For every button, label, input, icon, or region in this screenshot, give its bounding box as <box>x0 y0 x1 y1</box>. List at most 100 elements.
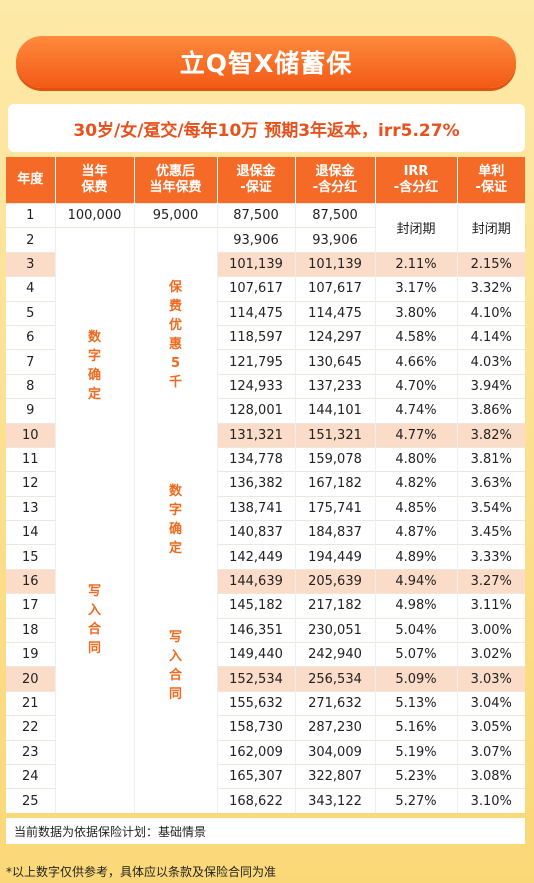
table-cell: 5.23% <box>374 763 457 789</box>
table-cell: 4.85% <box>374 495 457 521</box>
table-cell: 343,122 <box>294 788 375 813</box>
table-row: 15 142,449 194,449 4.89% 3.33% <box>6 544 525 570</box>
table-cell: 3.82% <box>456 422 525 448</box>
table-cell: 162,009 <box>216 739 295 765</box>
table-cell: 25 <box>6 788 55 813</box>
table-cell: 1 <box>6 202 55 228</box>
vertical-note: 写入合同 <box>168 630 182 703</box>
table-cell: 100,000 <box>54 202 134 228</box>
table-cell: 3.80% <box>374 300 457 326</box>
table-row: 23 162,009 304,009 5.19% 3.07% <box>6 739 525 765</box>
table-cell: 3.17% <box>374 276 457 302</box>
table-cell: 2.11% <box>374 251 457 277</box>
table-row: 14 140,837 184,837 4.87% 3.45% <box>6 520 525 545</box>
table-cell: 142,449 <box>216 544 295 570</box>
table-row: 16 144,639 205,639 4.94% 3.27% <box>6 568 525 594</box>
column-header: IRR -含分红 <box>374 157 457 204</box>
table-cell: 149,440 <box>216 642 295 667</box>
table-cell: 95,000 <box>133 202 217 228</box>
table-cell: 168,622 <box>216 788 295 813</box>
vertical-note: 写入合同 <box>87 584 101 657</box>
table-row: 24 165,307 322,807 5.23% 3.08% <box>6 763 525 789</box>
table-cell: 4.58% <box>374 324 457 350</box>
table-cell: 230,051 <box>294 617 375 643</box>
column-header: 退保金 -含分红 <box>294 157 375 204</box>
table-cell: 5 <box>6 300 55 326</box>
table-cell: 304,009 <box>294 739 375 765</box>
table-row: 13 138,741 175,741 4.85% 3.54% <box>6 495 525 521</box>
table-row: 11 134,778 159,078 4.80% 3.81% <box>6 446 525 472</box>
table-cell: 4.89% <box>374 544 457 570</box>
table-row: 2 数字确定 写入合同 保费优惠5千 数字确定 写入合同 93,906 93,906 <box>6 227 525 813</box>
scenario-note: 当前数据为依据保险计划：基础情景 <box>6 818 525 844</box>
table-cell: 138,741 <box>216 495 295 521</box>
table-cell: 184,837 <box>294 520 375 545</box>
table-cell: 封闭期 <box>456 203 525 253</box>
plan-summary-text: 30岁/女/趸交/每年10万 预期3年返本，irr5.27% <box>73 120 460 141</box>
table-cell: 217,182 <box>294 593 375 619</box>
vertical-note: 数字确定 <box>168 484 182 557</box>
table-cell: 18 <box>6 617 55 643</box>
table-cell: 93,906 <box>294 227 375 253</box>
table-cell: 194,449 <box>294 544 375 570</box>
table-cell: 242,940 <box>294 642 375 667</box>
table-cell: 3.94% <box>456 373 525 399</box>
table-cell: 11 <box>6 446 55 472</box>
table-cell: 124,297 <box>294 324 375 350</box>
table-cell: 20 <box>6 666 55 692</box>
table-cell: 12 <box>6 471 55 497</box>
table-cell: 5.27% <box>374 788 457 813</box>
table-row: 7 121,795 130,645 4.66% 4.03% <box>6 349 525 375</box>
plan-summary: 30岁/女/趸交/每年10万 预期3年返本，irr5.27% <box>8 104 525 152</box>
column-header: 优惠后 当年保费 <box>133 157 217 204</box>
table-cell: 165,307 <box>216 763 295 789</box>
table-cell: 87,500 <box>216 202 295 228</box>
table-header-row: 年度 当年 保费 优惠后 当年保费 退保金 -保证 退保金 -含分红 IRR -含分红 单利… <box>6 157 525 204</box>
column-header: 退保金 -保证 <box>216 157 295 204</box>
table-cell: 4 <box>6 276 55 302</box>
table-cell: 8 <box>6 373 55 399</box>
table-cell: 2.15% <box>456 251 525 277</box>
table-cell: 10 <box>6 422 55 448</box>
table-cell: 144,101 <box>294 398 375 424</box>
table-cell: 3.27% <box>456 568 525 594</box>
table-cell: 13 <box>6 495 55 521</box>
table-cell: 3.81% <box>456 446 525 472</box>
table-cell: 4.94% <box>374 568 457 594</box>
table-cell: 93,906 <box>216 227 295 253</box>
table-cell: 5.16% <box>374 715 457 741</box>
table-cell: 114,475 <box>216 300 295 326</box>
table-cell: 5.19% <box>374 739 457 765</box>
table-cell: 3.03% <box>456 666 525 692</box>
table-cell: 128,001 <box>216 398 295 424</box>
table-cell: 封闭期 <box>374 203 457 253</box>
table-cell: 87,500 <box>294 202 375 228</box>
column-header: 年度 <box>6 157 55 204</box>
table-cell: 114,475 <box>294 300 375 326</box>
table-cell: 131,321 <box>216 422 295 448</box>
table-row: 21 155,632 271,632 5.13% 3.04% <box>6 690 525 716</box>
table-cell: 101,139 <box>294 251 375 277</box>
table-cell: 4.82% <box>374 471 457 497</box>
table-cell: 3.07% <box>456 739 525 765</box>
table-cell: 16 <box>6 568 55 594</box>
table-cell: 5.13% <box>374 690 457 716</box>
table-cell: 271,632 <box>294 690 375 716</box>
table-cell: 4.80% <box>374 446 457 472</box>
table-cell: 3.32% <box>456 276 525 302</box>
table-row: 3 101,139 101,139 2.11% 2.15% <box>6 251 525 277</box>
table-cell: 3.33% <box>456 544 525 570</box>
table-row: 10 131,321 151,321 4.77% 3.82% <box>6 422 525 448</box>
table-cell: 5.07% <box>374 642 457 667</box>
table-cell: 159,078 <box>294 446 375 472</box>
table-cell: 134,778 <box>216 446 295 472</box>
table-row: 22 158,730 287,230 5.16% 3.05% <box>6 715 525 741</box>
table-row: 6 118,597 124,297 4.58% 4.14% <box>6 324 525 350</box>
table-cell: 155,632 <box>216 690 295 716</box>
merged-note-cell: 保费优惠5千 数字确定 写入合同 <box>133 227 217 813</box>
table-cell: 5.09% <box>374 666 457 692</box>
table-row: 8 124,933 137,233 4.70% 3.94% <box>6 373 525 399</box>
table-cell: 3.11% <box>456 593 525 619</box>
table-cell: 124,933 <box>216 373 295 399</box>
table-cell: 151,321 <box>294 422 375 448</box>
